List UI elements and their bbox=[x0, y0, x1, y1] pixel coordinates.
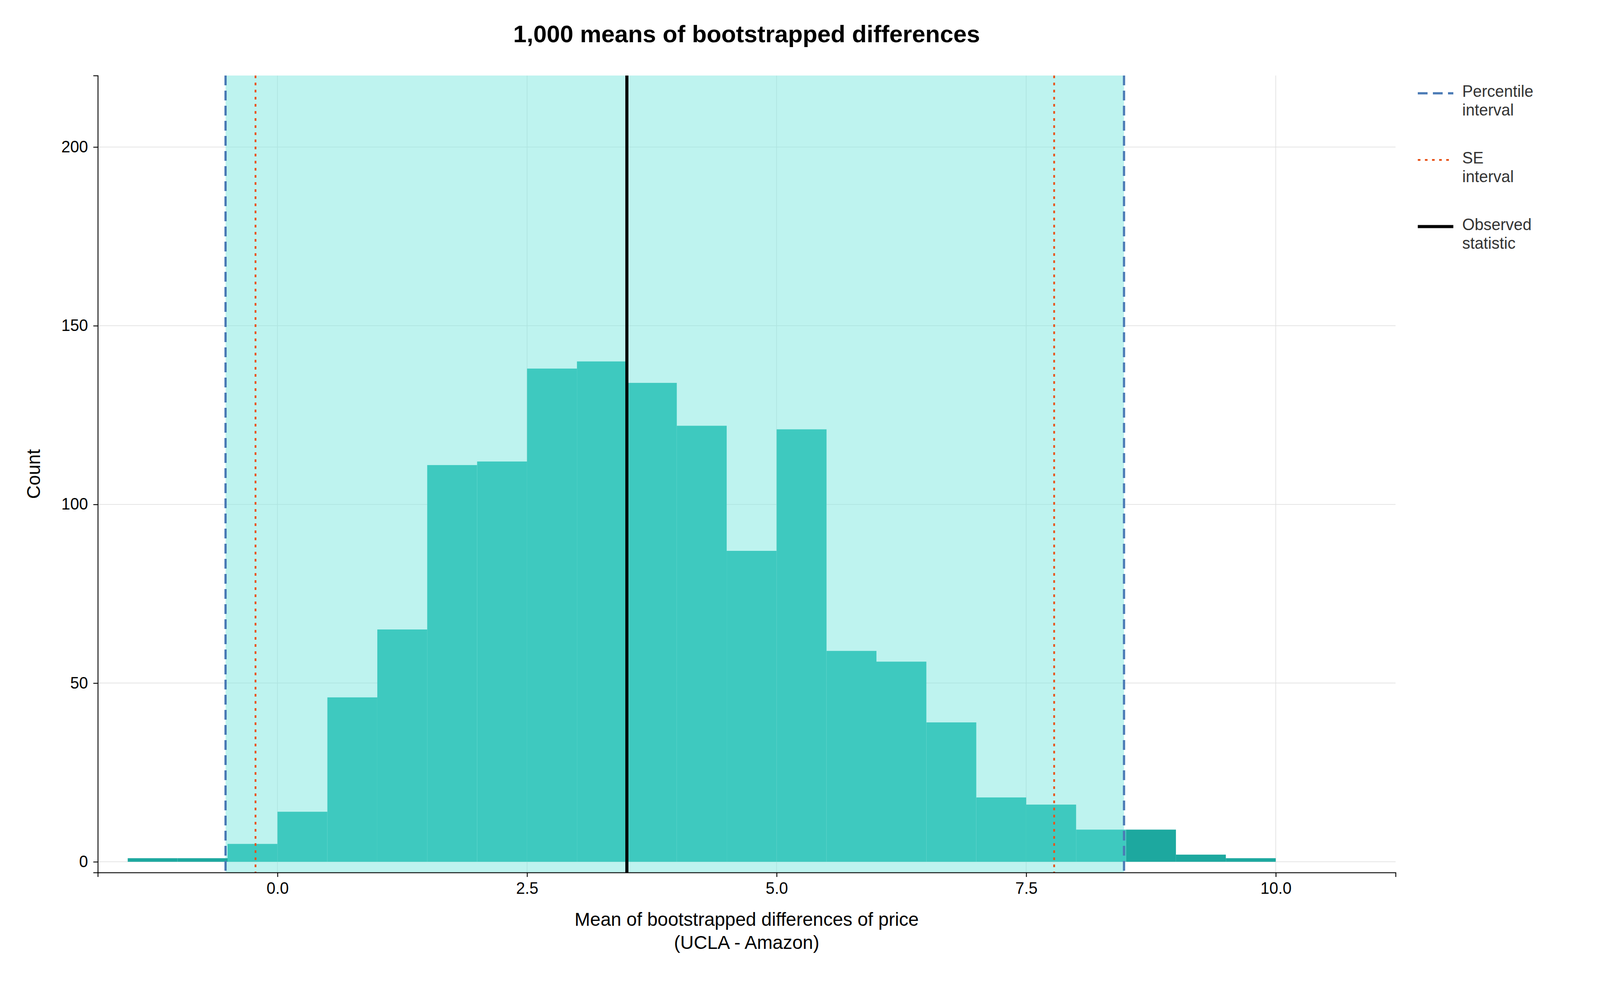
text-line: Observed bbox=[1462, 215, 1532, 234]
bar bbox=[676, 425, 727, 862]
y-axis-line bbox=[93, 76, 99, 874]
legend-swatch bbox=[1417, 159, 1454, 161]
reference-line bbox=[625, 75, 629, 873]
bar bbox=[776, 429, 827, 862]
legend-item: Percentileinterval bbox=[1417, 82, 1534, 120]
bar bbox=[427, 465, 477, 863]
background bbox=[0, 0, 1600, 988]
y-tick: 150 bbox=[61, 316, 98, 335]
y-axis-label: Count bbox=[23, 449, 44, 500]
y-tick-mark bbox=[93, 504, 98, 506]
x-axis-line bbox=[98, 873, 1396, 878]
y-tick-label: 200 bbox=[61, 137, 88, 156]
bar bbox=[726, 551, 777, 863]
bar bbox=[576, 361, 627, 863]
legend-label: Percentileinterval bbox=[1462, 82, 1534, 120]
y-tick-label: 150 bbox=[61, 316, 88, 335]
bar bbox=[1225, 858, 1276, 863]
y-tick: 100 bbox=[61, 495, 98, 514]
x-tick-label: 2.5 bbox=[516, 879, 539, 898]
bar bbox=[926, 722, 976, 863]
bar bbox=[227, 844, 278, 863]
text-line: Count bbox=[23, 449, 44, 500]
x-tick-mark bbox=[277, 872, 279, 878]
y-tick-mark bbox=[93, 325, 98, 327]
y-tick-mark bbox=[93, 146, 98, 148]
legend-swatch bbox=[1417, 92, 1454, 95]
reference-line bbox=[1053, 75, 1056, 873]
x-tick: 0.0 bbox=[266, 872, 289, 898]
text-line: Percentile bbox=[1462, 82, 1534, 101]
bars bbox=[127, 361, 1276, 863]
x-tick-mark bbox=[1025, 872, 1027, 878]
y-tick-mark bbox=[93, 683, 98, 684]
text-line: interval bbox=[1462, 100, 1514, 120]
bar bbox=[277, 812, 328, 863]
x-tick: 2.5 bbox=[516, 872, 539, 898]
reference-line bbox=[254, 75, 257, 873]
legend-item: Observedstatistic bbox=[1417, 215, 1532, 253]
text-line: interval bbox=[1462, 167, 1514, 186]
chart: 0.0 2.5 5.0 7.5 10.0 0 50 100 150 200 1,000 means … bbox=[0, 0, 1600, 988]
bar bbox=[377, 629, 428, 863]
grid-line-x bbox=[1275, 75, 1277, 873]
bar bbox=[1076, 829, 1126, 862]
grid bbox=[97, 75, 1396, 873]
x-tick-label: 10.0 bbox=[1260, 879, 1292, 898]
y-tick-mark bbox=[93, 861, 98, 863]
text-line: SE bbox=[1462, 148, 1484, 168]
legend-swatch bbox=[1417, 225, 1454, 229]
plot: 0.0 2.5 5.0 7.5 10.0 0 50 100 150 200 bbox=[61, 75, 1396, 898]
bar bbox=[477, 461, 528, 863]
x-tick: 10.0 bbox=[1260, 872, 1292, 898]
x-tick-label: 0.0 bbox=[266, 879, 289, 898]
bar bbox=[527, 368, 577, 863]
marks bbox=[127, 75, 1276, 873]
x-tick-label: 7.5 bbox=[1015, 879, 1038, 898]
reference-lines bbox=[225, 75, 1125, 873]
y-tick: 200 bbox=[61, 137, 98, 156]
x-tick-mark bbox=[526, 872, 528, 878]
text-line: 1,000 means of bootstrapped differences bbox=[513, 20, 980, 48]
legend: PercentileintervalSEintervalObservedstat… bbox=[1417, 82, 1534, 253]
bar bbox=[127, 858, 178, 863]
y-tick-label: 50 bbox=[70, 674, 88, 693]
bar bbox=[826, 651, 877, 863]
y-tick: 50 bbox=[70, 674, 98, 693]
x-tick-mark bbox=[1275, 872, 1277, 878]
x-tick: 7.5 bbox=[1015, 872, 1038, 898]
bar bbox=[626, 383, 677, 863]
text-line: statistic bbox=[1462, 234, 1516, 253]
y-tick-label: 0 bbox=[79, 852, 88, 872]
legend-label: Observedstatistic bbox=[1462, 215, 1532, 253]
x-tick-mark bbox=[776, 872, 778, 878]
x-axis: 0.0 2.5 5.0 7.5 10.0 bbox=[98, 872, 1396, 898]
bar bbox=[177, 858, 228, 863]
x-tick-label: 5.0 bbox=[765, 879, 788, 898]
text-line: (UCLA - Amazon) bbox=[674, 932, 820, 954]
y-tick-label: 100 bbox=[61, 495, 88, 514]
bar bbox=[876, 661, 927, 863]
x-tick: 5.0 bbox=[765, 872, 788, 898]
shaded-interval bbox=[225, 75, 1125, 873]
x-axis-label: Mean of bootstrapped differences of pric… bbox=[574, 909, 919, 954]
bar bbox=[1026, 804, 1076, 863]
reference-line bbox=[1123, 75, 1126, 873]
bar bbox=[327, 697, 378, 863]
text-line: Mean of bootstrapped differences of pric… bbox=[574, 909, 919, 931]
title: 1,000 means of bootstrapped differences bbox=[513, 20, 980, 48]
legend-item: SEinterval bbox=[1417, 148, 1514, 186]
y-axis: 0 50 100 150 200 bbox=[61, 76, 99, 874]
reference-line bbox=[224, 75, 227, 873]
bar bbox=[976, 797, 1027, 863]
legend-label: SEinterval bbox=[1462, 148, 1514, 186]
bar bbox=[1176, 855, 1226, 863]
bar bbox=[1126, 829, 1176, 862]
y-tick: 0 bbox=[79, 852, 98, 872]
